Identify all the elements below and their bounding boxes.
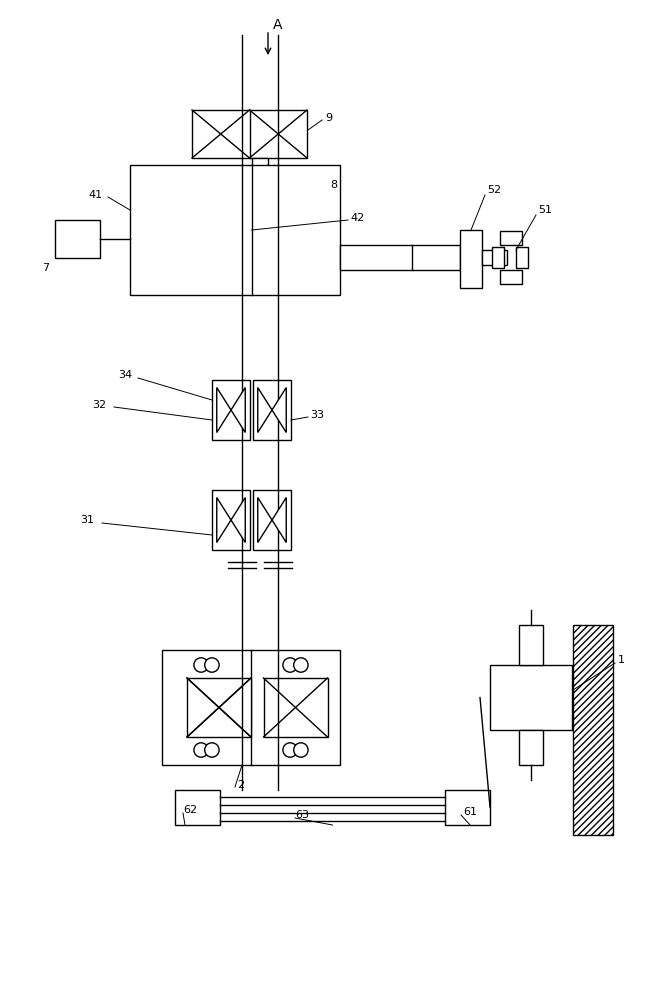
Circle shape: [205, 658, 219, 672]
Bar: [445, 790, 490, 825]
Circle shape: [283, 743, 297, 757]
Circle shape: [194, 743, 209, 757]
Text: 42: 42: [350, 213, 364, 223]
Polygon shape: [231, 387, 246, 432]
Bar: [192, 110, 307, 158]
Text: 41: 41: [88, 190, 102, 200]
Bar: [519, 625, 543, 665]
Bar: [573, 625, 613, 835]
Bar: [340, 245, 460, 270]
Bar: [490, 665, 572, 730]
Text: 51: 51: [538, 205, 552, 215]
Polygon shape: [216, 497, 231, 542]
Text: 61: 61: [463, 807, 477, 817]
Bar: [212, 380, 250, 440]
Circle shape: [294, 658, 308, 672]
Polygon shape: [272, 387, 286, 432]
Text: 8: 8: [330, 180, 337, 190]
Text: 7: 7: [42, 263, 49, 273]
Text: 2: 2: [237, 780, 244, 790]
Text: 1: 1: [618, 655, 625, 665]
Bar: [162, 650, 340, 765]
Bar: [492, 247, 504, 268]
Bar: [500, 270, 522, 284]
Polygon shape: [216, 387, 231, 432]
Bar: [253, 490, 291, 550]
Bar: [130, 165, 340, 295]
Text: 63: 63: [295, 810, 309, 820]
Polygon shape: [258, 387, 272, 432]
Bar: [55, 220, 100, 258]
Bar: [519, 730, 543, 765]
Circle shape: [294, 743, 308, 757]
Bar: [187, 678, 251, 737]
Bar: [500, 231, 522, 245]
Bar: [252, 158, 268, 172]
Bar: [460, 230, 482, 288]
Bar: [482, 250, 507, 265]
Text: 32: 32: [92, 400, 106, 410]
Text: 9: 9: [325, 113, 332, 123]
Bar: [175, 790, 220, 825]
Bar: [263, 678, 327, 737]
Circle shape: [205, 743, 219, 757]
Bar: [212, 490, 250, 550]
Text: 33: 33: [310, 410, 324, 420]
Text: 31: 31: [80, 515, 94, 525]
Bar: [253, 380, 291, 440]
Text: A: A: [273, 18, 282, 32]
Bar: [516, 247, 528, 268]
Polygon shape: [231, 497, 246, 542]
Polygon shape: [258, 497, 272, 542]
Circle shape: [194, 658, 209, 672]
Text: 52: 52: [487, 185, 501, 195]
Text: 34: 34: [118, 370, 132, 380]
Circle shape: [283, 658, 297, 672]
Text: 62: 62: [183, 805, 197, 815]
Polygon shape: [272, 497, 286, 542]
